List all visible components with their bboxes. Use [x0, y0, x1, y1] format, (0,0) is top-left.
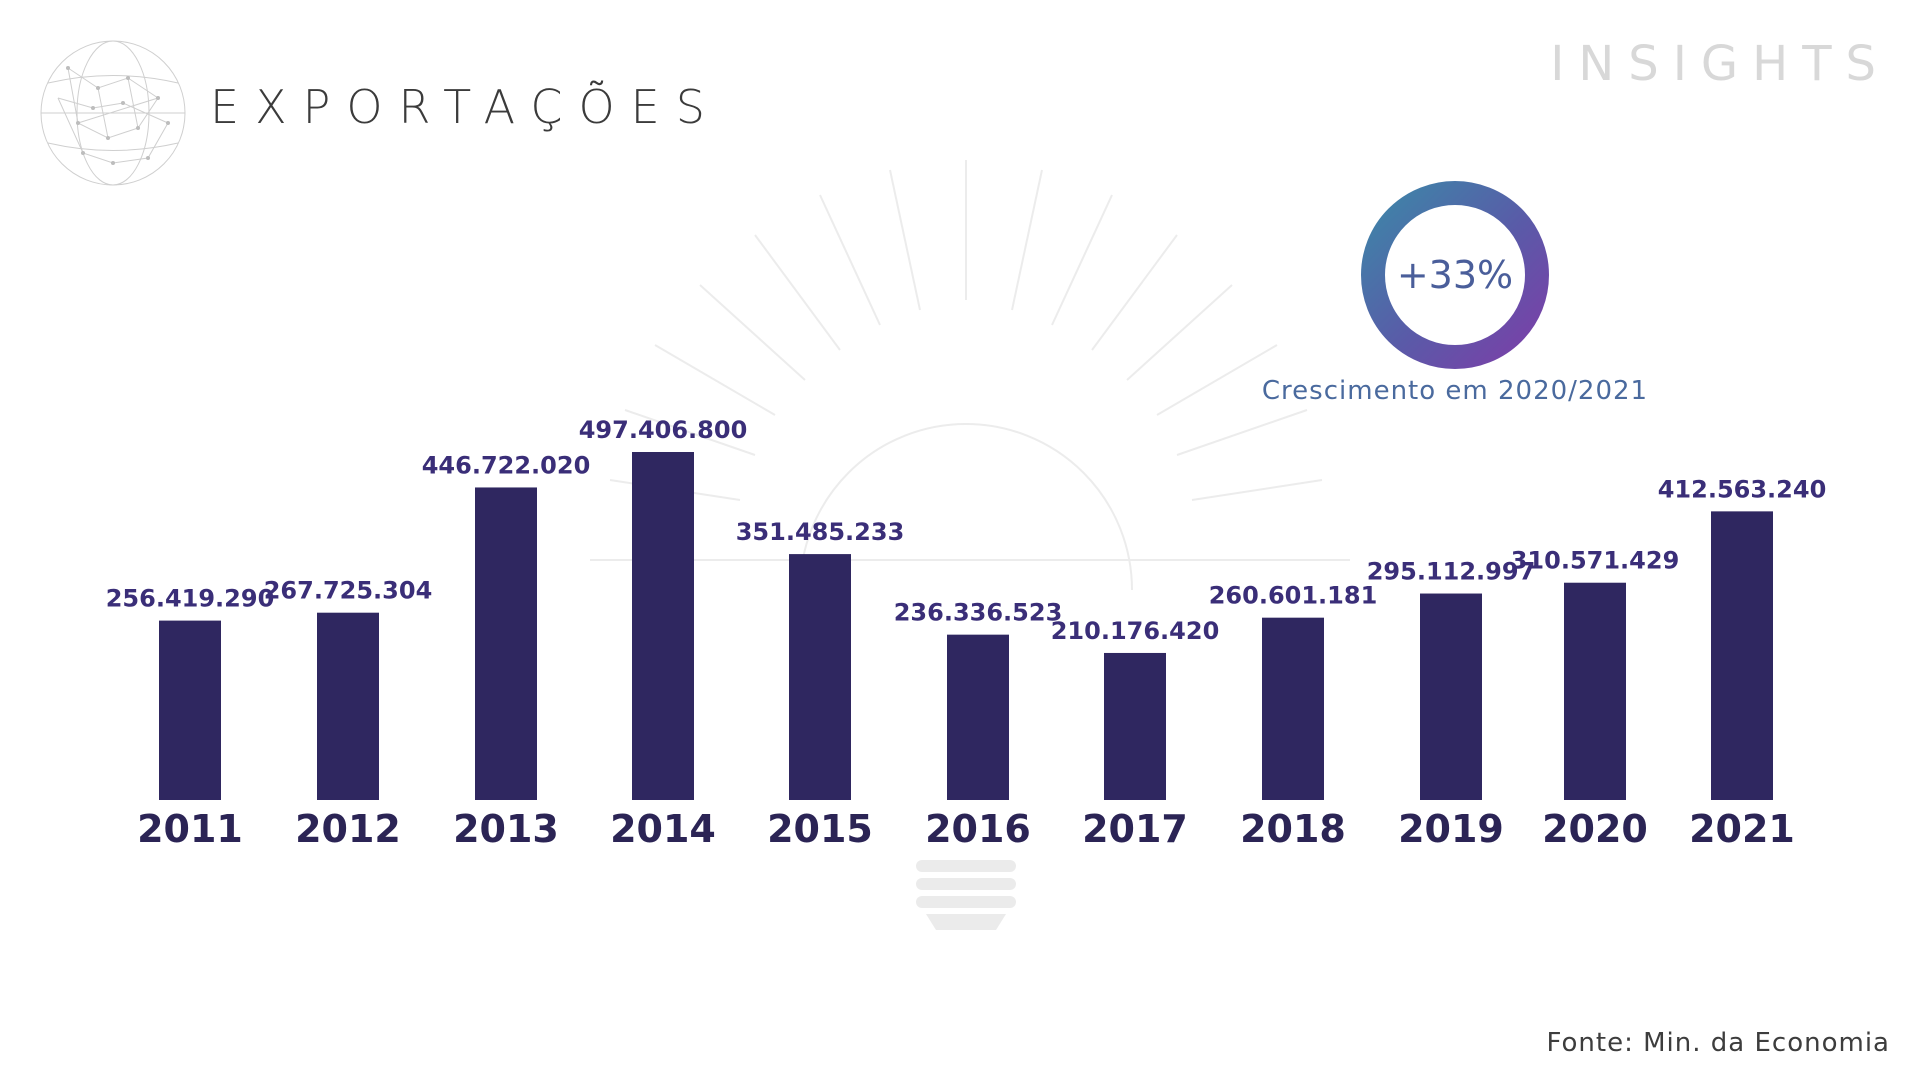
lightbulb-watermark-icon [590, 160, 1350, 930]
x-tick-label-2020: 2020 [1542, 807, 1648, 851]
bar-2016 [947, 634, 1009, 800]
source-note: Fonte: Min. da Economia [1546, 1028, 1890, 1058]
bar-2017 [1104, 652, 1166, 800]
bar-value-label-2014: 497.406.800 [579, 416, 748, 444]
bar-value-label-2017: 210.176.420 [1051, 617, 1220, 645]
growth-percentage: +33% [1396, 253, 1514, 297]
growth-caption: Crescimento em 2020/2021 [1261, 376, 1649, 406]
bar-value-label-2011: 256.419.290 [106, 585, 275, 613]
bar-2012 [317, 612, 379, 800]
bar-2019 [1420, 593, 1482, 800]
x-tick-label-2015: 2015 [767, 807, 873, 851]
page-title: EXPORTAÇÕES [210, 80, 721, 134]
bar-value-label-2013: 446.722.020 [422, 451, 591, 479]
x-tick-label-2013: 2013 [453, 807, 559, 851]
bar-2018 [1262, 617, 1324, 800]
bar-2015 [789, 554, 851, 800]
bar-value-label-2015: 351.485.233 [736, 518, 905, 546]
bar-value-label-2021: 412.563.240 [1658, 475, 1827, 503]
ring-gradient-icon [1361, 181, 1549, 369]
bar-2020 [1564, 582, 1626, 800]
x-tick-label-2012: 2012 [295, 807, 401, 851]
growth-ring: +33% [1360, 180, 1550, 370]
x-tick-label-2016: 2016 [925, 807, 1031, 851]
globe-network-icon [40, 40, 186, 186]
bar-2013 [475, 487, 537, 800]
x-tick-label-2017: 2017 [1082, 807, 1188, 851]
brand-logo-text: INSIGHTS [1550, 36, 1890, 92]
x-tick-label-2021: 2021 [1689, 807, 1795, 851]
x-tick-label-2011: 2011 [137, 807, 243, 851]
x-tick-label-2018: 2018 [1240, 807, 1346, 851]
bar-value-label-2012: 267.725.304 [264, 577, 433, 605]
bar-value-label-2020: 310.571.429 [1511, 547, 1680, 575]
x-tick-label-2019: 2019 [1398, 807, 1504, 851]
bar-value-label-2016: 236.336.523 [894, 599, 1063, 627]
bar-2014 [632, 452, 694, 800]
bar-2011 [159, 620, 221, 800]
bar-value-label-2018: 260.601.181 [1209, 582, 1378, 610]
bar-value-label-2019: 295.112.997 [1367, 558, 1536, 586]
x-tick-label-2014: 2014 [610, 807, 716, 851]
bar-2021 [1711, 511, 1773, 800]
